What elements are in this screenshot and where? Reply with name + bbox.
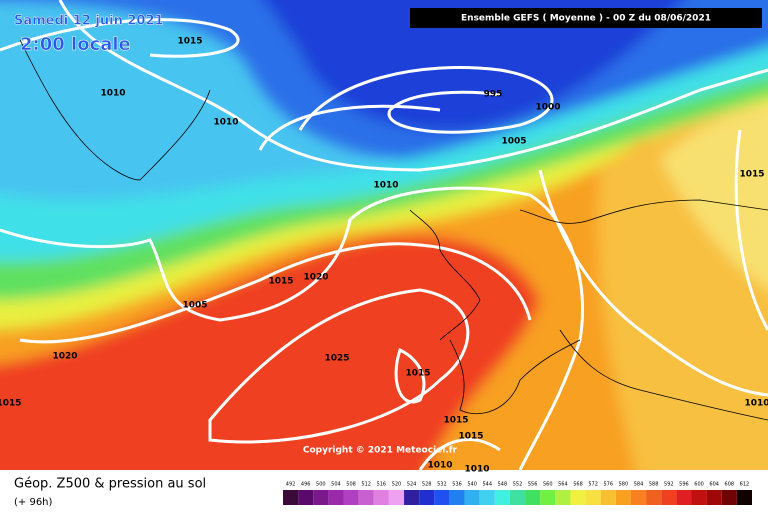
- scale-swatch: [343, 490, 359, 505]
- coastlines: [19, 39, 768, 421]
- isobar-label: 1025: [324, 354, 349, 364]
- scale-label: 500: [316, 482, 326, 488]
- map-field: [0, 0, 768, 470]
- scale-label: 576: [604, 482, 614, 488]
- scale-swatch: [721, 490, 737, 505]
- scale-swatch: [388, 490, 405, 505]
- scale-swatch: [283, 490, 299, 505]
- scale-swatch: [706, 490, 722, 505]
- footer-title: Géop. Z500 & pression au sol: [14, 477, 206, 492]
- isobar-label: 1000: [535, 103, 560, 113]
- isobar-label: 1020: [303, 273, 328, 283]
- scale-swatch: [615, 490, 631, 505]
- scale-label: 544: [482, 482, 492, 488]
- isobar-label: 1010: [373, 181, 398, 191]
- scale-label: 508: [346, 482, 356, 488]
- scale-swatch: [373, 490, 389, 505]
- scale-label: 520: [392, 482, 402, 488]
- scale-label: 532: [437, 482, 447, 488]
- scale-swatch: [328, 490, 344, 505]
- isobar-label: 1015: [177, 37, 202, 47]
- scale-swatch: [525, 490, 541, 505]
- scale-swatch: [585, 490, 601, 505]
- scale-swatch: [600, 490, 616, 505]
- model-banner: [410, 8, 762, 28]
- isobar-label: 1010: [213, 118, 238, 128]
- scale-label: 516: [377, 482, 387, 488]
- scale-swatch: [479, 490, 495, 505]
- scale-label: 552: [513, 482, 523, 488]
- scale-label: 572: [588, 482, 598, 488]
- isobar-label: 1015: [405, 369, 430, 379]
- scale-label: 496: [301, 482, 311, 488]
- scale-label: 564: [558, 482, 568, 488]
- scale-swatch: [540, 490, 556, 505]
- scale-label: 524: [407, 482, 417, 488]
- scale-swatch: [736, 490, 752, 505]
- isobar-label: 1010: [427, 461, 452, 471]
- scale-label: 580: [619, 482, 629, 488]
- isobar-label: 1015: [268, 277, 293, 287]
- model-title: Ensemble GEFS ( Moyenne ) - 00 Z du 08/0…: [461, 14, 711, 24]
- scale-swatch: [555, 490, 571, 505]
- isobar-label: 1015: [443, 416, 468, 426]
- isobar-label: 1015: [0, 399, 22, 409]
- scale-swatch: [494, 490, 510, 505]
- scale-label: 588: [649, 482, 659, 488]
- isobar-label: 1015: [739, 170, 764, 180]
- scale-label: 596: [679, 482, 689, 488]
- scale-swatch: [313, 490, 329, 505]
- scale-label: 604: [709, 482, 719, 488]
- scale-label: 536: [452, 482, 462, 488]
- scale-swatch: [464, 490, 480, 505]
- scale-label: 512: [361, 482, 371, 488]
- scale-label: 492: [286, 482, 296, 488]
- date-label: Samedi 12 juin 2021: [14, 14, 164, 29]
- scale-label: 612: [740, 482, 750, 488]
- isobar-label: 1015: [458, 432, 483, 442]
- isobar-lines: [0, 0, 768, 470]
- scale-label: 584: [634, 482, 644, 488]
- copyright: Copyright © 2021 Meteociel.fr: [303, 446, 458, 456]
- isobar-label: 1005: [182, 301, 207, 311]
- scale-swatch: [509, 490, 526, 505]
- time-label: 2:00 locale: [20, 34, 131, 55]
- scale-swatch: [630, 490, 647, 505]
- scale-label: 548: [498, 482, 508, 488]
- scale-label: 528: [422, 482, 432, 488]
- scale-label: 560: [543, 482, 553, 488]
- scale-swatch: [404, 490, 420, 505]
- isobar-label: 1010: [464, 465, 489, 475]
- scale-swatch: [449, 490, 465, 505]
- isobar-label: 1005: [501, 137, 526, 147]
- scale-label: 556: [528, 482, 538, 488]
- scale-label: 504: [331, 482, 341, 488]
- scale-swatch: [434, 490, 450, 505]
- scale-label: 608: [725, 482, 735, 488]
- scale-swatch: [691, 490, 707, 505]
- isobar-label: 1010: [100, 89, 125, 99]
- isobar-label: 1020: [52, 352, 77, 362]
- scale-swatch: [661, 490, 677, 505]
- scale-swatch: [646, 490, 662, 505]
- scale-label: 592: [664, 482, 674, 488]
- scale-label: 540: [467, 482, 477, 488]
- footer-lead: (+ 96h): [14, 497, 53, 508]
- scale-swatch: [676, 490, 692, 505]
- scale-swatch: [419, 490, 435, 505]
- isobar-label: 1010: [744, 399, 768, 409]
- scale-label: 600: [694, 482, 704, 488]
- scale-swatch: [358, 490, 374, 505]
- isobar-label: 995: [484, 90, 503, 100]
- scale-label: 568: [573, 482, 583, 488]
- scale-swatch: [298, 490, 314, 505]
- scale-swatch: [570, 490, 586, 505]
